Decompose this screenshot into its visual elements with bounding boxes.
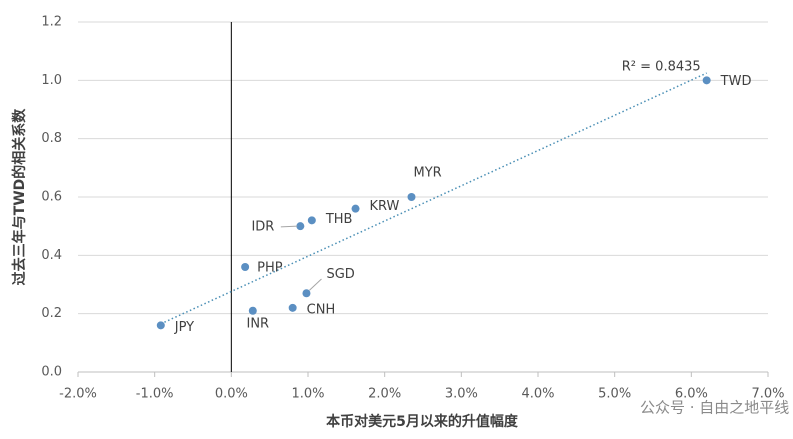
point: [702, 76, 711, 85]
point-label: THB: [325, 212, 353, 227]
point-label: IDR: [251, 220, 274, 235]
x-tick-label: 0.0%: [215, 387, 248, 402]
point-label: PHP: [257, 261, 283, 276]
x-tick-label: 1.0%: [291, 387, 324, 402]
point: [156, 321, 165, 330]
trendline-label: R² = 0.8435: [622, 60, 701, 75]
point-label: INR: [247, 316, 270, 331]
y-tick-label: 0.4: [41, 248, 62, 263]
point-label: SGD: [326, 267, 354, 282]
y-tick-label: 0.0: [41, 365, 62, 380]
point: [288, 303, 297, 312]
x-tick-label: -2.0%: [59, 387, 97, 402]
x-tick-label: 7.0%: [751, 387, 784, 402]
x-tick-label: 3.0%: [445, 387, 478, 402]
y-tick-label: 1.0: [41, 73, 62, 88]
leader-line: [309, 278, 322, 291]
point: [351, 204, 360, 213]
trendline: [160, 72, 707, 325]
point: [296, 222, 305, 231]
point-label: MYR: [414, 166, 442, 181]
point: [407, 193, 416, 201]
watermark: 公众号 · 自由之地平线: [640, 399, 789, 417]
point: [248, 306, 257, 315]
point-label: CNH: [307, 302, 336, 317]
leader-line: [280, 225, 298, 228]
y-tick-label: 1.2: [41, 15, 62, 30]
y-tick-label: 0.8: [41, 131, 62, 146]
x-tick-label: 6.0%: [675, 387, 708, 402]
point-label: KRW: [370, 199, 400, 214]
x-tick-label: 4.0%: [521, 387, 554, 402]
x-tick-label: 2.0%: [368, 387, 401, 402]
point: [307, 216, 316, 225]
x-axis-label: 本币对美元5月以来的升值幅度: [326, 413, 519, 430]
x-tick-label: -1.0%: [136, 387, 174, 402]
x-tick-label: 5.0%: [598, 387, 631, 402]
point-label: TWD: [720, 74, 752, 89]
point: [302, 289, 311, 298]
y-tick-label: 0.6: [41, 190, 62, 205]
point: [241, 263, 250, 271]
y-axis-label: 过去三年与TWD的相关系数: [11, 108, 28, 286]
point-label: JPY: [174, 320, 194, 335]
y-tick-label: 0.2: [41, 306, 62, 321]
